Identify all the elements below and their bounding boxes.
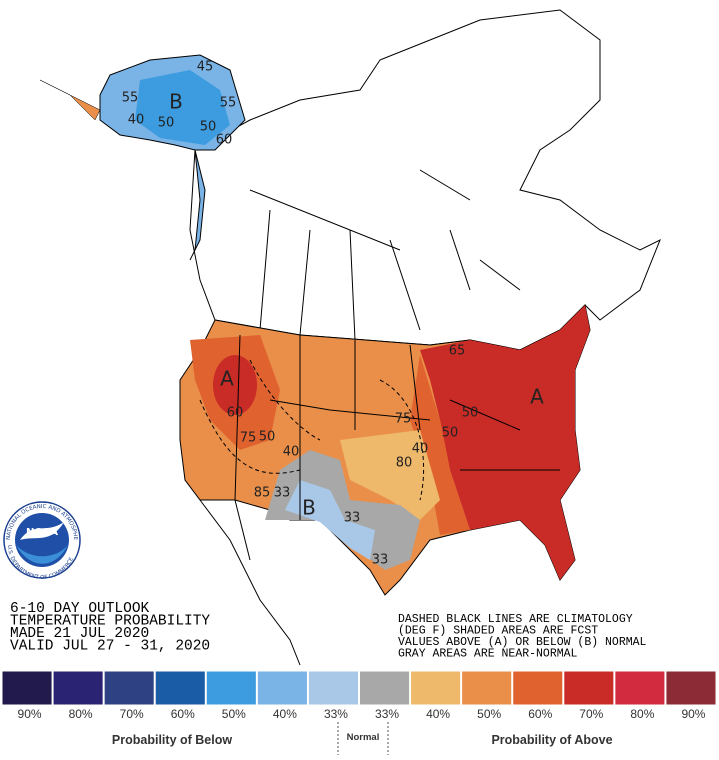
state-lines [234,334,560,520]
legend-swatch [154,670,206,706]
region-letter: B [169,90,183,114]
logo-wave [16,545,68,564]
near-normal [265,450,420,570]
legend-label: 60% [528,707,552,721]
plains-above-40 [340,430,440,520]
legend-label: 40% [426,707,450,721]
legend-label: 40% [273,707,297,721]
legend-label: 80% [630,707,654,721]
legend-label: 60% [171,707,195,721]
contour-label: 55 [122,91,139,106]
region-letter: A [530,385,544,409]
contour-label: 75 [395,412,412,427]
header-line: MADE 21 JUL 2020 [10,626,149,642]
note-line: VALUES ABOVE (A) OR BELOW (B) NORMAL [398,636,647,649]
west-above-70 [213,355,257,415]
legend-swatch [359,670,411,706]
above-title: Probability of Above [491,733,612,747]
legend-swatch [512,670,564,706]
mexico [199,499,301,666]
contour-label: 45 [197,60,214,75]
logo-bird [20,522,64,540]
legend-swatch [1,670,53,706]
header-line: TEMPERATURE PROBABILITY [10,614,210,630]
contour-label: 50 [442,426,459,441]
contour-label: 60 [227,406,244,421]
contour-label: 55 [220,96,237,111]
legend-swatch [614,670,666,706]
legend-label: 50% [477,707,501,721]
legend-label: 33% [324,707,348,721]
east-above-60 [410,355,470,535]
legend-label: 70% [579,707,603,721]
legend-swatch [256,670,308,706]
legend-swatch [410,670,462,706]
legend: Probability of Below Normal Probability … [1,670,717,755]
legend-label: 80% [69,707,93,721]
legend-swatch [461,670,513,706]
contour-label: 40 [128,113,145,128]
contour-label: 33 [372,553,389,568]
legend-swatch [103,670,155,706]
east-above-70 [420,305,590,580]
legend-label: 50% [222,707,246,721]
contour-label: 60 [216,133,233,148]
contour-label: 33 [274,486,291,501]
region-letter: A [220,367,234,391]
contour-label: 40 [412,442,429,457]
contour-label: 75 [240,431,257,446]
legend-label: 90% [18,707,42,721]
normal-title: Normal [347,732,380,743]
contour-label: 33 [344,511,361,526]
legend-swatch [665,670,717,706]
contour-label: 65 [449,344,466,359]
logo-name: NOAA [26,527,58,538]
header-line: 6-10 DAY OUTLOOK [10,601,150,617]
below-title: Probability of Below [112,733,232,747]
alaska-below-50 [135,70,230,145]
note-line: (DEG F) SHADED AREAS ARE FCST [398,625,598,638]
legend-swatch [307,670,359,706]
note-line: DASHED BLACK LINES ARE CLIMATOLOGY [398,613,633,626]
southwest-below-33 [285,480,375,560]
contour-label: 85 [254,486,271,501]
province-lines [249,169,521,341]
contour-label: 50 [462,406,479,421]
legend-swatch [563,670,615,706]
legend-swatch [52,670,104,706]
climatology [199,359,425,501]
legend-swatch [205,670,257,706]
contour-label: 50 [259,430,276,445]
legend-label: 70% [120,707,144,721]
map [39,9,661,666]
contour-label: 80 [396,456,413,471]
note: DASHED BLACK LINES ARE CLIMATOLOGY(DEG F… [398,613,647,661]
contour-label: 50 [200,120,217,135]
header-line: VALID JUL 27 - 31, 2020 [10,639,210,655]
panhandle [189,149,206,261]
legend-label: 90% [681,707,705,721]
legend-label: 33% [375,707,399,721]
aleutians [39,79,101,121]
note-line: GRAY AREAS ARE NEAR-NORMAL [398,648,578,661]
region-letter: B [302,496,316,520]
contour-label: 40 [283,445,300,460]
contour-label: 50 [158,116,175,131]
